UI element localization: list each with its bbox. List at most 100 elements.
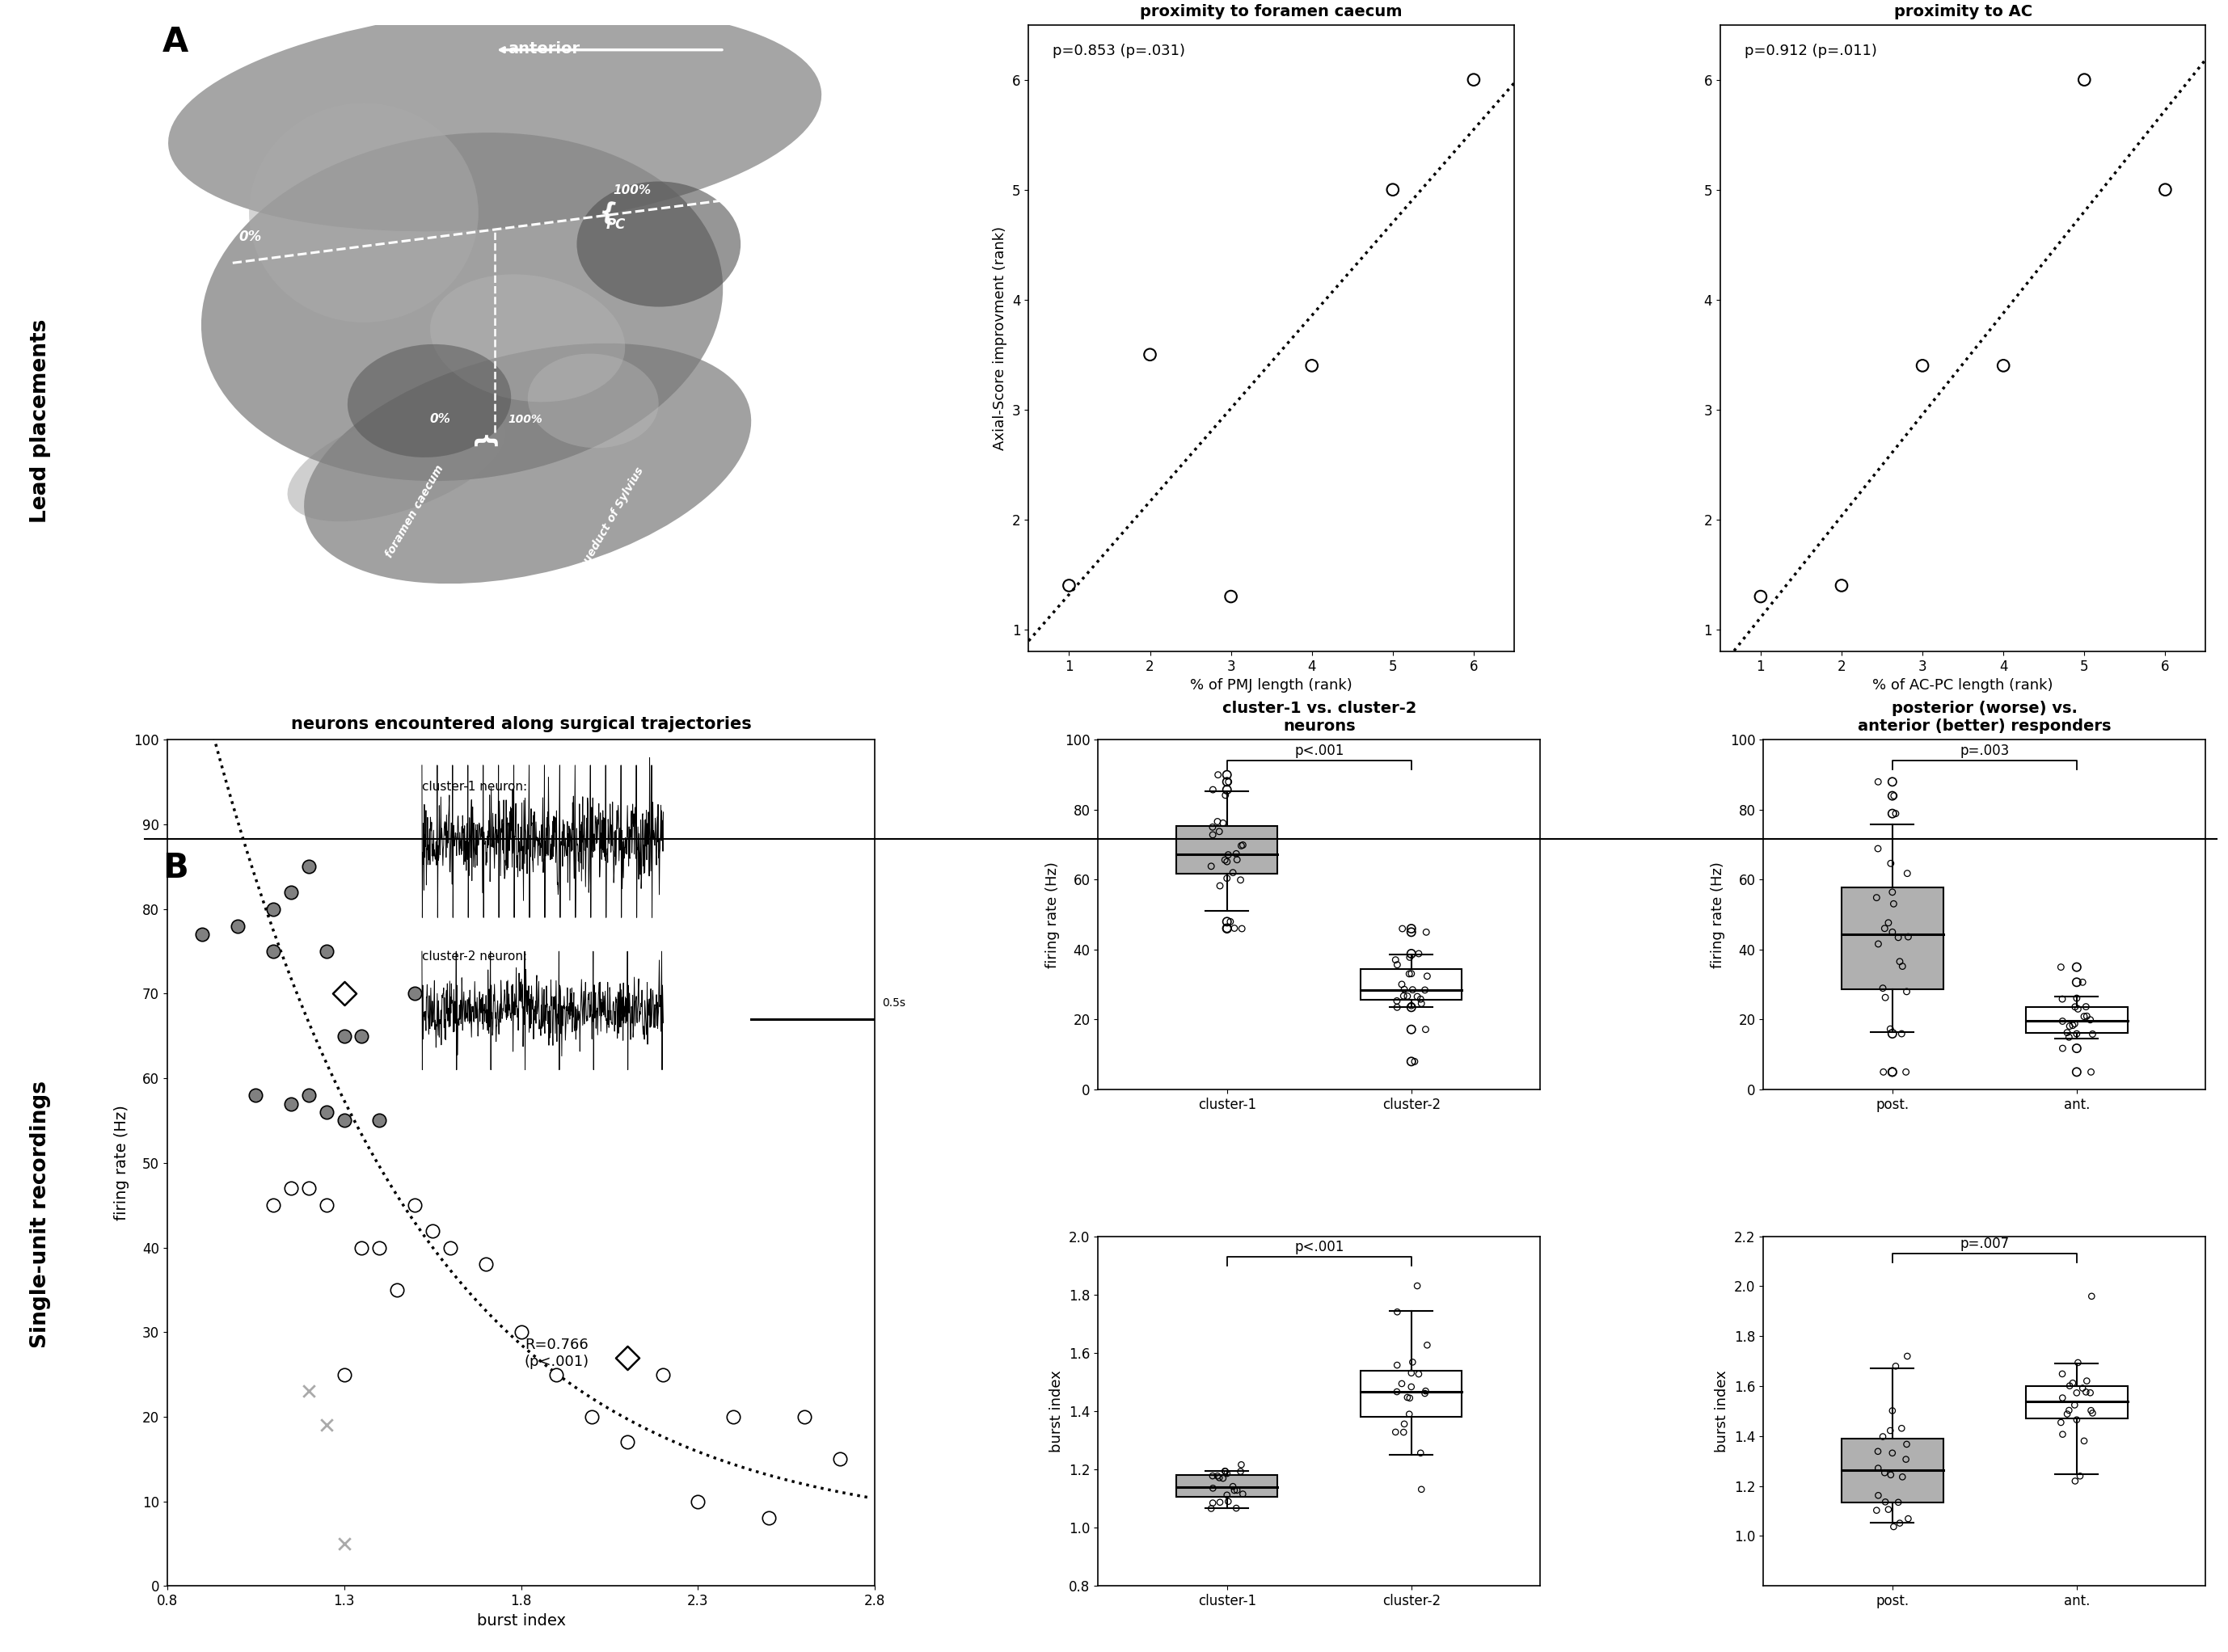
Y-axis label: firing rate (Hz): firing rate (Hz) xyxy=(1045,861,1061,968)
Point xyxy=(1867,985,1903,1011)
Point xyxy=(2074,1059,2110,1085)
Point xyxy=(274,1175,310,1201)
Bar xyxy=(1843,887,1943,990)
Point xyxy=(1216,915,1252,942)
Text: p=0.853 (p=.031): p=0.853 (p=.031) xyxy=(1054,43,1185,58)
Point xyxy=(2059,953,2094,980)
Point xyxy=(1225,833,1261,859)
Point xyxy=(1865,1424,1900,1450)
Point xyxy=(1883,948,1918,975)
Point xyxy=(1201,1465,1237,1492)
Text: 100%: 100% xyxy=(613,185,651,197)
Point xyxy=(2054,1013,2090,1039)
Point xyxy=(1210,768,1245,795)
Point xyxy=(1208,1459,1243,1485)
Point xyxy=(1132,342,1167,368)
Point xyxy=(1294,352,1330,378)
Point xyxy=(292,854,328,881)
Text: Lead placements: Lead placements xyxy=(29,319,51,524)
Point xyxy=(1379,995,1415,1021)
Point xyxy=(1867,1488,1903,1515)
Point xyxy=(1390,1384,1426,1411)
Point xyxy=(1867,915,1903,942)
Point xyxy=(1399,1272,1435,1298)
Point xyxy=(2059,985,2094,1011)
Point xyxy=(2045,986,2081,1013)
Point xyxy=(1860,768,1896,795)
Point xyxy=(1395,976,1430,1003)
Point xyxy=(1455,66,1491,93)
Point xyxy=(1219,1477,1254,1503)
Text: p=0.912 (p=.011): p=0.912 (p=.011) xyxy=(1745,43,1876,58)
Point xyxy=(221,914,256,940)
Point xyxy=(2065,1427,2101,1454)
Point xyxy=(2068,1379,2103,1406)
Point xyxy=(1377,947,1413,973)
Point xyxy=(2070,1003,2105,1029)
Point xyxy=(1395,1350,1430,1376)
Point xyxy=(274,879,310,905)
Point xyxy=(1384,915,1419,942)
Point xyxy=(1219,841,1254,867)
Point xyxy=(1210,1460,1245,1487)
Point xyxy=(1865,975,1900,1001)
Text: AC: AC xyxy=(194,261,214,276)
Text: R=0.766
(p<.001): R=0.766 (p<.001) xyxy=(524,1338,588,1370)
Point xyxy=(414,1218,450,1244)
Point xyxy=(1404,986,1439,1013)
Point xyxy=(2072,1006,2108,1032)
Point xyxy=(1210,768,1245,795)
Point xyxy=(1885,1464,1921,1490)
Point xyxy=(1379,952,1415,978)
Point xyxy=(610,1429,646,1455)
Point xyxy=(2059,970,2094,996)
Text: foramen caecum: foramen caecum xyxy=(383,463,446,560)
Point xyxy=(1865,1059,1900,1085)
Point xyxy=(1219,846,1254,872)
Point xyxy=(1408,1016,1444,1042)
Point xyxy=(715,1404,751,1431)
Text: A: A xyxy=(163,25,189,59)
Point xyxy=(2061,1350,2097,1376)
Point xyxy=(307,1099,343,1125)
Point xyxy=(1194,776,1230,803)
Point xyxy=(1392,1384,1428,1411)
Point xyxy=(1386,983,1421,1009)
Point xyxy=(1880,1488,1916,1515)
Bar xyxy=(2025,1006,2128,1032)
Point xyxy=(1194,814,1230,841)
Point xyxy=(1874,919,1909,945)
Text: 100%: 100% xyxy=(508,415,541,425)
Point xyxy=(1401,940,1437,966)
Point xyxy=(468,1251,504,1277)
Point xyxy=(1874,800,1909,826)
Ellipse shape xyxy=(201,132,722,481)
Point xyxy=(2043,953,2079,980)
Text: B: B xyxy=(163,851,189,885)
Point xyxy=(1203,872,1239,899)
Point xyxy=(1194,1490,1230,1517)
Point xyxy=(1392,1401,1428,1427)
Point xyxy=(325,1023,361,1049)
Point xyxy=(1392,940,1428,966)
Point xyxy=(1223,915,1259,942)
Point xyxy=(274,1090,310,1117)
Point xyxy=(1208,781,1243,808)
Point xyxy=(1223,1459,1259,1485)
Point xyxy=(2059,1036,2094,1062)
X-axis label: % of PMJ length (rank): % of PMJ length (rank) xyxy=(1190,679,1352,692)
Point xyxy=(1216,1477,1252,1503)
Point xyxy=(256,895,292,922)
Point xyxy=(1208,847,1243,874)
Point xyxy=(2074,1399,2110,1426)
Y-axis label: Axial-Score improvment (rank): Axial-Score improvment (rank) xyxy=(994,226,1007,449)
Point xyxy=(1392,1016,1428,1042)
Point xyxy=(185,922,221,948)
Point xyxy=(1408,1378,1444,1404)
Point xyxy=(1379,1351,1415,1378)
Ellipse shape xyxy=(250,102,479,322)
Point xyxy=(1860,1439,1896,1465)
Point xyxy=(238,1082,274,1108)
Point xyxy=(1410,963,1446,990)
Point xyxy=(1223,833,1259,859)
